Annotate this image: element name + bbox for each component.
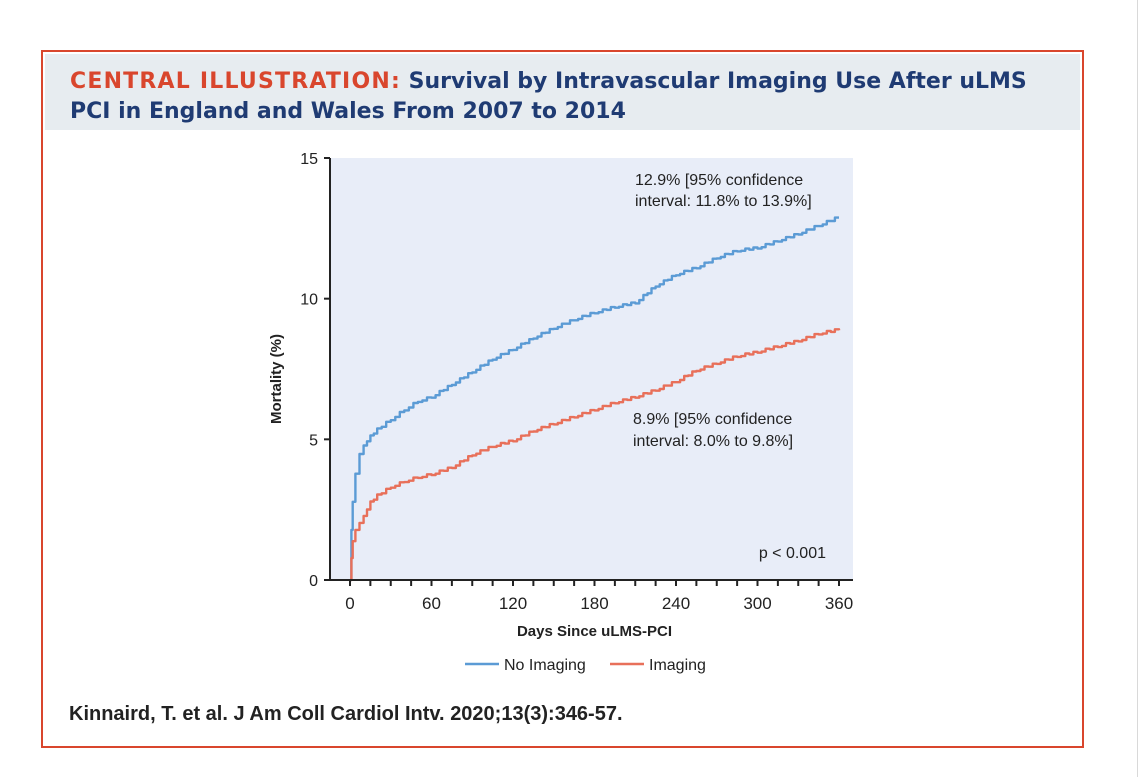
citation-journal: J Am Coll Cardiol Intv. [233,703,445,725]
legend: No Imaging Imaging [465,657,706,674]
citation-authors: Kinnaird, T. et al. [69,703,228,725]
annotation-line: 8.9% [95% confidence [633,411,792,428]
x-axis-ticks: 0 60 120 180 240 300 360 [345,580,853,613]
annotation-line: interval: 11.8% to 13.9%] [635,193,812,210]
legend-label-no-imaging: No Imaging [504,657,586,674]
header-banner: CENTRAL ILLUSTRATION: Survival by Intrav… [45,54,1080,130]
citation: Kinnaird, T. et al. J Am Coll Cardiol In… [69,703,623,726]
window-edge [1137,0,1138,777]
x-axis-label: Days Since uLMS-PCI [517,623,672,640]
annotation-line: interval: 8.0% to 9.8%] [633,433,793,450]
y-tick-label: 5 [309,432,318,449]
y-axis-label: Mortality (%) [268,334,285,424]
series-lines [350,216,841,582]
x-tick-label: 300 [743,594,771,613]
central-illustration-card: CENTRAL ILLUSTRATION: Survival by Intrav… [41,50,1084,748]
plot-area [330,158,853,580]
legend-label-imaging: Imaging [649,657,706,674]
chart-annotations: 12.9% [95% confidence interval: 11.8% to … [633,172,826,562]
annotation-line: p < 0.001 [759,545,826,562]
x-tick-label: 60 [422,594,441,613]
y-tick-label: 0 [309,573,318,590]
annotation-line: 12.9% [95% confidence [635,172,803,189]
title-prefix: CENTRAL ILLUSTRATION: [70,69,401,94]
x-tick-label: 240 [662,594,690,613]
y-axis-ticks: 0 5 10 15 [300,151,330,590]
citation-reference: 2020;13(3):346-57. [450,703,623,725]
y-tick-label: 15 [300,151,318,168]
x-tick-label: 360 [825,594,853,613]
title-main: Survival by Intravascular Imaging Use Af… [70,69,1027,124]
x-tick-label: 0 [345,594,354,613]
x-tick-label: 120 [499,594,527,613]
x-tick-label: 180 [580,594,608,613]
page-title: CENTRAL ILLUSTRATION: Survival by Intrav… [70,67,1060,127]
series-line-imaging [350,328,841,582]
series-line-no-imaging [350,216,839,582]
y-tick-label: 10 [300,292,318,309]
